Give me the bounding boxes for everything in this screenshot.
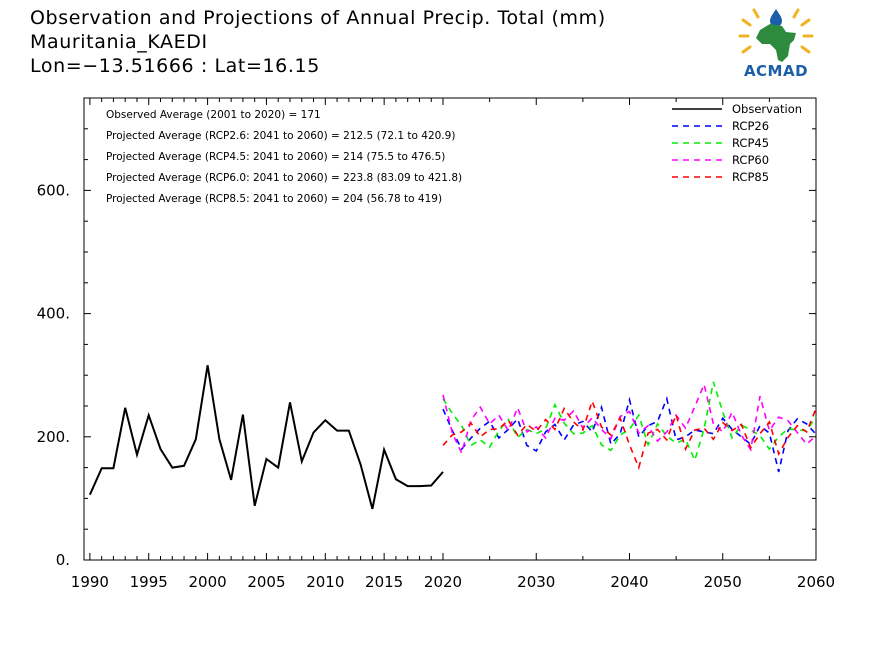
legend-label-rcp85: RCP85 bbox=[732, 170, 769, 184]
legend-label-observation: Observation bbox=[732, 102, 802, 116]
x-tick-label: 2000 bbox=[188, 573, 226, 591]
legend-label-rcp60: RCP60 bbox=[732, 153, 769, 167]
annotation-text: Projected Average (RCP4.5: 2041 to 2060)… bbox=[106, 151, 445, 163]
legend-label-rcp26: RCP26 bbox=[732, 119, 769, 133]
x-tick-label: 2030 bbox=[517, 573, 555, 591]
x-tick-label: 1995 bbox=[130, 573, 168, 591]
x-tick-label: 2010 bbox=[306, 573, 344, 591]
y-tick-label: 0. bbox=[56, 551, 70, 569]
x-tick-label: 2015 bbox=[365, 573, 403, 591]
location-name: Mauritania_KAEDI bbox=[30, 31, 208, 53]
africa-logo-icon bbox=[738, 8, 814, 62]
x-tick-label: 2020 bbox=[424, 573, 462, 591]
x-tick-label: 2005 bbox=[247, 573, 285, 591]
chart-title: Observation and Projections of Annual Pr… bbox=[30, 7, 606, 29]
annotation-text: Observed Average (2001 to 2020) = 171 bbox=[106, 109, 321, 121]
x-tick-label: 2050 bbox=[704, 573, 742, 591]
chart-legend: Observation RCP26 RCP45 RCP60 RCP85 bbox=[672, 102, 802, 184]
y-tick-label: 400. bbox=[37, 305, 70, 323]
axis-ticks bbox=[84, 98, 817, 561]
annotation-text: Projected Average (RCP2.6: 2041 to 2060)… bbox=[106, 130, 455, 142]
acmad-logo-text: ACMAD bbox=[743, 62, 809, 80]
annotation-text: Projected Average (RCP8.5: 2041 to 2060)… bbox=[106, 193, 442, 205]
x-tick-label: 1990 bbox=[71, 573, 109, 591]
series-line-rcp45 bbox=[442, 381, 817, 463]
annotation-text: Projected Average (RCP6.0: 2041 to 2060)… bbox=[106, 172, 462, 184]
y-tick-label: 600. bbox=[37, 181, 70, 199]
series-line-rcp85 bbox=[442, 398, 817, 471]
acmad-logo: ACMAD bbox=[736, 6, 816, 82]
x-tick-label: 2040 bbox=[610, 573, 648, 591]
series-line-rcp60 bbox=[442, 381, 817, 456]
y-tick-label: 200. bbox=[37, 428, 70, 446]
title-block: Observation and Projections of Annual Pr… bbox=[30, 6, 606, 78]
axis-tick-labels: 1990 1995 2000 2005 2010 2015 2020 2030 2040 2050… bbox=[37, 181, 836, 591]
plot-frame bbox=[83, 97, 817, 561]
chart-series bbox=[88, 365, 817, 510]
location-coordinates: Lon=−13.51666 : Lat=16.15 bbox=[30, 55, 320, 77]
legend-label-rcp45: RCP45 bbox=[732, 136, 769, 150]
chart-annotations: Observed Average (2001 to 2020) = 171 Pro… bbox=[106, 109, 462, 205]
series-line-rcp26 bbox=[442, 395, 817, 473]
series-line-observation bbox=[88, 365, 444, 510]
x-tick-label: 2060 bbox=[797, 573, 835, 591]
